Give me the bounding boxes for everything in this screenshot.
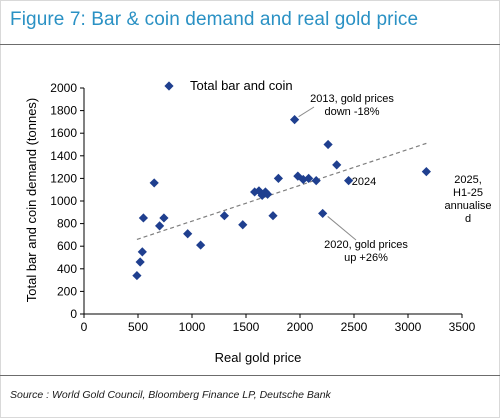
x-tick-label: 500 bbox=[128, 320, 148, 334]
data-point bbox=[263, 189, 273, 199]
annotations: 2013, gold prices down -18% 2020, gold p… bbox=[298, 93, 492, 264]
y-tick-label: 200 bbox=[57, 284, 77, 298]
y-tick-label: 800 bbox=[57, 217, 77, 231]
annotation-2025-line2: H1-25 bbox=[453, 187, 483, 199]
data-point bbox=[238, 220, 248, 230]
x-tick-label: 3500 bbox=[449, 320, 476, 334]
x-tick-label: 3000 bbox=[395, 320, 422, 334]
data-point bbox=[273, 173, 283, 183]
annotation-2025-line1: 2025, bbox=[454, 174, 482, 186]
data-point bbox=[318, 208, 328, 219]
data-point bbox=[132, 270, 142, 281]
data-point bbox=[268, 211, 278, 221]
axes bbox=[83, 88, 462, 315]
data-point bbox=[219, 211, 229, 221]
data-point bbox=[298, 174, 308, 185]
source-note: Source : World Gold Council, Bloomberg F… bbox=[10, 389, 331, 401]
y-tick-label: 1800 bbox=[50, 104, 77, 118]
x-tick-label: 0 bbox=[81, 320, 88, 334]
y-axis-ticks: 0 200 400 600 800 1000 1200 1400 1600 1800 2000 bbox=[50, 81, 84, 321]
y-tick-label: 1400 bbox=[50, 149, 77, 163]
data-point bbox=[290, 115, 300, 125]
legend: Total bar and coin bbox=[164, 78, 293, 93]
data-point bbox=[159, 213, 169, 223]
y-axis-title: Total bar and coin demand (tonnes) bbox=[24, 98, 39, 303]
annotation-2025-line3: annualise bbox=[444, 200, 491, 212]
annotation-2020-line2: up +26% bbox=[344, 252, 388, 264]
x-axis-title: Real gold price bbox=[215, 350, 302, 365]
title-divider bbox=[0, 44, 500, 45]
data-point bbox=[304, 173, 314, 183]
x-tick-label: 1500 bbox=[233, 320, 260, 334]
y-tick-label: 1200 bbox=[50, 171, 77, 185]
trendline bbox=[136, 142, 427, 240]
data-point bbox=[149, 178, 159, 188]
data-points bbox=[132, 115, 431, 281]
y-tick-label: 2000 bbox=[50, 81, 77, 95]
annotation-2013-pointer bbox=[298, 106, 315, 118]
annotation-2013-line2: down -18% bbox=[324, 106, 379, 118]
source-divider bbox=[0, 375, 500, 376]
data-point bbox=[311, 176, 321, 186]
annotation-2020-pointer bbox=[327, 216, 357, 241]
annotation-2024: 2024 bbox=[352, 176, 376, 188]
figure-title: Figure 7: Bar & coin demand and real gol… bbox=[10, 9, 419, 30]
legend-marker bbox=[164, 81, 174, 91]
x-tick-label: 2500 bbox=[341, 320, 368, 334]
y-tick-label: 0 bbox=[70, 307, 77, 321]
y-tick-label: 600 bbox=[57, 239, 77, 253]
data-point bbox=[196, 240, 206, 250]
data-point bbox=[344, 176, 354, 186]
data-point bbox=[155, 221, 165, 231]
annotation-2013-line1: 2013, gold prices bbox=[310, 93, 394, 105]
data-point bbox=[183, 229, 193, 239]
x-tick-label: 2000 bbox=[287, 320, 314, 334]
data-point bbox=[332, 160, 342, 170]
data-point bbox=[137, 247, 147, 257]
data-point bbox=[250, 187, 260, 197]
trendline-layer bbox=[136, 142, 427, 240]
data-point bbox=[421, 167, 431, 177]
annotation-2020-line1: 2020, gold prices bbox=[324, 239, 408, 251]
x-axis-ticks: 0 500 1000 1500 2000 2500 3000 3500 bbox=[81, 314, 476, 334]
annotation-2025-line4: d bbox=[465, 213, 471, 225]
y-tick-label: 1000 bbox=[50, 194, 77, 208]
y-tick-label: 400 bbox=[57, 262, 77, 276]
data-point bbox=[293, 171, 303, 181]
data-point bbox=[138, 213, 148, 223]
legend-label: Total bar and coin bbox=[190, 78, 293, 93]
x-tick-label: 1000 bbox=[179, 320, 206, 334]
y-tick-label: 1600 bbox=[50, 126, 77, 140]
data-point bbox=[135, 257, 145, 267]
data-point bbox=[323, 139, 333, 150]
data-point bbox=[254, 186, 264, 196]
